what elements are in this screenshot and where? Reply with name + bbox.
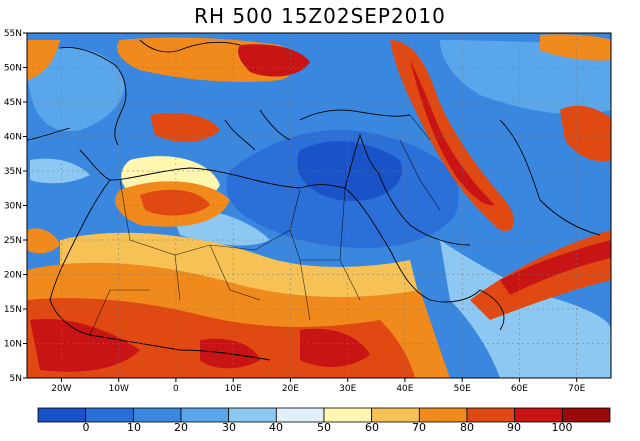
colorbar-label: 20	[174, 421, 188, 434]
colorbar-swatch	[371, 407, 420, 423]
colorbar-swatch	[37, 407, 87, 423]
y-tick-label: 55N	[4, 29, 22, 39]
colorbar-label: 90	[507, 421, 521, 434]
y-tick-label: 45N	[4, 98, 22, 108]
y-tick-label: 35N	[4, 167, 22, 177]
colorbar-swatch	[228, 407, 277, 423]
colorbar-swatch	[323, 407, 373, 423]
x-tick-label: 70E	[568, 384, 585, 394]
x-tick-label: 20E	[282, 384, 299, 394]
graticule	[27, 33, 611, 378]
y-tick-label: 15N	[4, 305, 22, 315]
colorbar-label: 100	[552, 421, 573, 434]
colorbar-swatch	[514, 407, 563, 423]
x-tick-labels: 20W 10W 0 10E 20E 30E 40E 50E 60E 70E	[51, 384, 585, 394]
y-tick-label: 30N	[4, 202, 22, 212]
colorbar	[37, 407, 611, 423]
tick-marks	[23, 32, 578, 382]
y-tick-label: 25N	[4, 236, 22, 246]
y-tick-label: 10N	[4, 340, 22, 350]
colorbar-label: 80	[460, 421, 474, 434]
colorbar-swatch	[275, 407, 325, 423]
colorbar-label: 30	[222, 421, 236, 434]
borders	[89, 114, 441, 336]
colorbar-label: 10	[127, 421, 141, 434]
x-tick-label: 10E	[225, 384, 242, 394]
colorbar-labels: 0 10 20 30 40 50 60 70 80 90 100	[83, 421, 573, 434]
colorbar-label: 60	[365, 421, 379, 434]
colorbar-swatch	[180, 407, 230, 423]
map-title: RH 500 15Z02SEP2010	[194, 4, 446, 28]
colorbar-swatch	[85, 407, 134, 423]
x-tick-label: 30E	[339, 384, 356, 394]
coastlines	[27, 39, 601, 361]
colorbar-swatch	[561, 407, 611, 423]
colorbar-label: 40	[269, 421, 283, 434]
y-tick-label: 5N	[10, 374, 22, 384]
colorbar-label: 70	[412, 421, 426, 434]
colorbar-label: 0	[83, 421, 90, 434]
x-tick-label: 50E	[454, 384, 471, 394]
colorbar-swatch	[466, 407, 516, 423]
colorbar-label: 50	[317, 421, 331, 434]
x-tick-label: 60E	[511, 384, 528, 394]
colorbar-swatch	[132, 407, 182, 423]
x-tick-label: 40E	[396, 384, 413, 394]
y-tick-labels: 55N 50N 45N 40N 35N 30N 25N 20N 15N 10N …	[4, 29, 22, 384]
y-tick-label: 20N	[4, 271, 22, 281]
x-tick-label: 10W	[109, 384, 129, 394]
colorbar-swatch	[418, 407, 468, 423]
y-tick-label: 40N	[4, 133, 22, 143]
x-tick-label: 0	[173, 384, 179, 394]
y-tick-label: 50N	[4, 64, 22, 74]
x-tick-label: 20W	[51, 384, 71, 394]
